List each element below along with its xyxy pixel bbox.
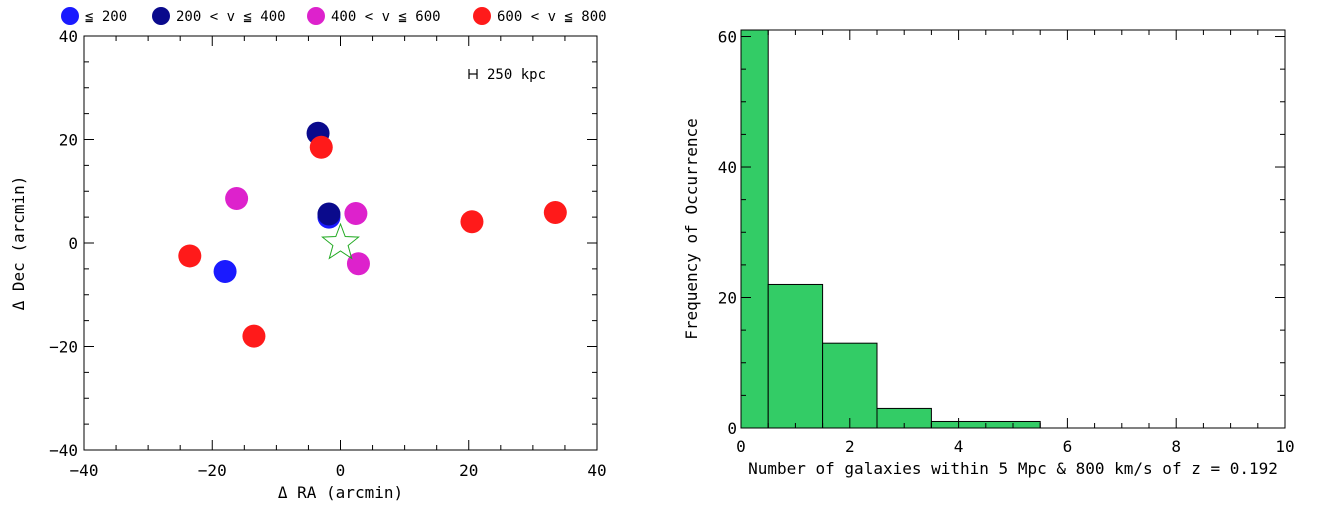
histogram-x-tick-label: 6	[1063, 437, 1073, 456]
histogram-bar	[740, 29, 769, 429]
scatter-x-axis-label: Δ RA (arcmin)	[278, 483, 403, 502]
legend-marker	[307, 7, 325, 25]
field-center-star-marker	[321, 222, 360, 260]
histogram-axis-ticks: 0 2 4 6 8 10 0 20 40 60	[718, 28, 1295, 456]
histogram-x-tick-label: 4	[954, 437, 964, 456]
histogram-y-axis-label: Frequency of Occurrence	[682, 118, 701, 340]
scatter-point	[242, 324, 266, 348]
scatter-point	[178, 244, 202, 268]
legend-label: ≦ 200	[85, 9, 127, 25]
scatter-x-tick-label: 40	[587, 461, 606, 480]
histogram-y-tick-label: 0	[727, 419, 737, 438]
scatter-y-tick-label: 20	[59, 131, 78, 150]
scale-bar: 250 kpc	[468, 67, 546, 83]
scatter-x-tick-label: 0	[336, 461, 346, 480]
scatter-point	[344, 202, 368, 226]
histogram-x-axis-label: Number of galaxies within 5 Mpc & 800 km…	[748, 459, 1278, 478]
histogram-bar	[767, 283, 824, 429]
scatter-y-axis-label: Δ Dec (arcmin)	[9, 176, 28, 311]
histogram-bars	[740, 29, 1041, 429]
scatter-y-tick-label: 0	[68, 234, 78, 253]
scatter-x-tick-label: −40	[70, 461, 99, 480]
scatter-panel: −40 −20 0 20 40 −40 −20 0 20 40 250 kpc Δ RA (arc…	[9, 27, 607, 502]
scatter-y-tick-label: −20	[49, 338, 78, 357]
legend-label: 600 < v ≦ 800	[497, 9, 607, 25]
histogram-y-tick-label: 60	[718, 28, 737, 47]
scatter-x-tick-label: −20	[198, 461, 227, 480]
histogram-panel: 0 2 4 6 8 10 0 20 40 60 Number of galaxies within…	[682, 28, 1295, 478]
legend-marker	[152, 7, 170, 25]
legend-label: 400 < v ≦ 600	[331, 9, 441, 25]
histogram-x-tick-label: 8	[1171, 437, 1181, 456]
scatter-points	[178, 121, 567, 348]
legend-label: 200 < v ≦ 400	[176, 9, 286, 25]
scatter-point	[213, 259, 237, 283]
scatter-x-tick-label: 20	[459, 461, 478, 480]
histogram-y-tick-label: 40	[718, 158, 737, 177]
scatter-y-tick-label: 40	[59, 27, 78, 46]
scatter-point	[225, 186, 249, 210]
histogram-x-tick-label: 10	[1275, 437, 1294, 456]
scatter-point	[309, 135, 333, 159]
histogram-x-tick-label: 0	[736, 437, 746, 456]
scatter-axis-ticks: −40 −20 0 20 40 −40 −20 0 20 40	[49, 27, 607, 480]
scatter-plot-frame	[83, 35, 598, 451]
histogram-x-tick-label: 2	[845, 437, 855, 456]
scatter-point	[460, 210, 484, 234]
scale-bar-label: 250 kpc	[487, 67, 546, 83]
scatter-point	[543, 200, 567, 224]
scatter-y-tick-label: −40	[49, 441, 78, 460]
scatter-point	[346, 252, 370, 276]
histogram-y-tick-label: 20	[718, 289, 737, 308]
histogram-bar	[822, 342, 878, 429]
legend: ≦ 200 200 < v ≦ 400 400 < v ≦ 600 600 < v ≦…	[61, 7, 607, 25]
legend-marker	[473, 7, 491, 25]
legend-marker	[61, 7, 79, 25]
scatter-point	[317, 202, 341, 226]
